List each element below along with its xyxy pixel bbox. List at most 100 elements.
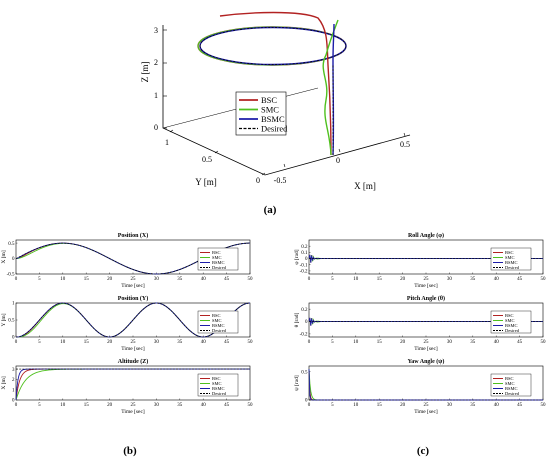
x-tick-label: 0: [15, 277, 18, 282]
x-tick-label: 25: [424, 340, 430, 345]
legend-label-bsmc: BSMC: [261, 114, 285, 124]
legend-label-bsc: BSC: [505, 250, 514, 255]
x-tick-label: 40: [494, 277, 500, 282]
x-tick-label: 10: [60, 340, 66, 345]
legend-label-smc: SMC: [212, 255, 222, 260]
legend-label-smc: SMC: [505, 381, 515, 386]
z-tick-1: 1: [154, 91, 158, 100]
x-axis-label: Time [sec]: [121, 283, 145, 289]
x-tick-mark: [338, 148, 341, 153]
y-tick-05: 0.5: [202, 155, 212, 164]
x-tick-label: 5: [331, 277, 334, 282]
x-tick-label: 35: [177, 277, 183, 282]
legend-label-desired: Desired: [505, 328, 520, 333]
x-tick-neg05: -0.5: [274, 176, 287, 185]
x-tick-label: 0: [308, 340, 311, 345]
x-tick-label: 10: [353, 403, 359, 408]
x-tick-label: 45: [517, 277, 523, 282]
legend-label-smc: SMC: [212, 318, 222, 323]
x-tick-label: 40: [201, 340, 207, 345]
x-tick-label: 0: [15, 340, 18, 345]
subplot-title: Position (Y): [118, 295, 149, 302]
legend-label-desired: Desired: [212, 391, 227, 396]
subplot-yaw-angle: Yaw Angle (ψ) Time [sec] ψ [rad] 0 5 10 15 20 25…: [294, 358, 546, 415]
x-tick-label: 45: [517, 403, 523, 408]
x-tick-label: 20: [107, 403, 113, 408]
y-axis-label: X [m]: [1, 250, 7, 263]
x-tick-label: 25: [131, 403, 137, 408]
x-tick-label: 5: [38, 277, 41, 282]
panel-label-b: (b): [123, 445, 137, 457]
legend-label-bsc: BSC: [261, 95, 277, 105]
x-tick-label: 15: [84, 403, 90, 408]
x-tick-label: 15: [377, 340, 383, 345]
z-tick-3: 3: [154, 26, 158, 35]
y-tick-label: -0.5: [7, 273, 15, 278]
x-tick-label: 35: [470, 403, 476, 408]
y-tick-mark: [169, 129, 174, 133]
x-tick-label: 45: [224, 340, 230, 345]
x-tick-0: 0: [336, 156, 340, 165]
legend-label-bsmc: BSMC: [212, 386, 225, 391]
subplot-title: Roll Angle (φ): [408, 232, 444, 239]
y-tick-1: 1: [165, 138, 169, 147]
x-tick-label: 0: [15, 403, 18, 408]
x-tick-label: 10: [60, 403, 66, 408]
x-tick-label: 40: [201, 277, 207, 282]
y-tick-label: 2: [12, 378, 15, 383]
y-tick-label: 0: [12, 336, 15, 341]
x-axis-label: Time [sec]: [121, 346, 145, 352]
trajectory-smc-climb: [322, 19, 339, 156]
trajectory-desired-circle: [199, 27, 347, 65]
legend-label-smc: SMC: [505, 318, 515, 323]
subplot-title: Altitude (Z): [118, 358, 149, 365]
z-tick-2: 2: [154, 58, 158, 67]
x-tick-label: 10: [60, 277, 66, 282]
x-tick-label: 5: [331, 403, 334, 408]
legend-label-bsmc: BSMC: [212, 323, 225, 328]
x-tick-label: 30: [154, 403, 160, 408]
y-axis-label: Y [m]: [1, 313, 7, 326]
y-axis-label: ψ [rad]: [294, 375, 300, 391]
series-line-desired: [15, 242, 251, 275]
y-tick-label: 0.2: [301, 245, 308, 250]
y-tick-label: 1: [12, 302, 15, 307]
legend-label-bsc: BSC: [212, 313, 221, 318]
y-tick-label: 0: [12, 399, 15, 404]
x-tick-label: 25: [424, 403, 430, 408]
subplot-title: Yaw Angle (ψ): [408, 358, 445, 365]
panel-label-a: (a): [264, 204, 277, 216]
y-tick-label: 0.5: [8, 242, 15, 247]
x-axis-label: Time [sec]: [414, 283, 438, 289]
z-axis-label: Z [m]: [140, 62, 150, 83]
x-tick-label: 40: [494, 340, 500, 345]
subplot-position-y: Position (Y)Time [sec]Y [m]0 5 10 15 20 25 30 3…: [1, 295, 253, 352]
y-tick-label: 0.5: [8, 319, 15, 324]
x-tick-label: 30: [447, 403, 453, 408]
y-tick-label: -0.2: [300, 333, 308, 338]
x-tick-label: 35: [470, 340, 476, 345]
x-tick-label: 45: [224, 403, 230, 408]
x-tick-label: 45: [517, 340, 523, 345]
x-tick-label: 35: [177, 403, 183, 408]
legend-label-desired: Desired: [212, 265, 227, 270]
x-tick-label: 50: [541, 403, 547, 408]
legend-box: [197, 310, 239, 334]
x-tick-label: 35: [470, 277, 476, 282]
x-tick-label: 15: [377, 403, 383, 408]
legend-label-bsmc: BSMC: [505, 260, 518, 265]
y-tick-0: 0: [256, 176, 260, 185]
x-tick-mark: [403, 132, 406, 137]
x-tick-label: 40: [201, 403, 207, 408]
y-tick-label: 0.2: [301, 308, 308, 313]
axis-frame-3d: [162, 25, 411, 176]
x-axis-label: Time [sec]: [414, 346, 438, 352]
subplot-pitch-angle: Pitch Angle (θ) Time [sec] θ [rad] 0 5 10 15 20…: [294, 295, 546, 352]
x-tick-label: 0: [308, 403, 311, 408]
legend-label-smc: SMC: [212, 381, 222, 386]
x-tick-label: 5: [38, 340, 41, 345]
